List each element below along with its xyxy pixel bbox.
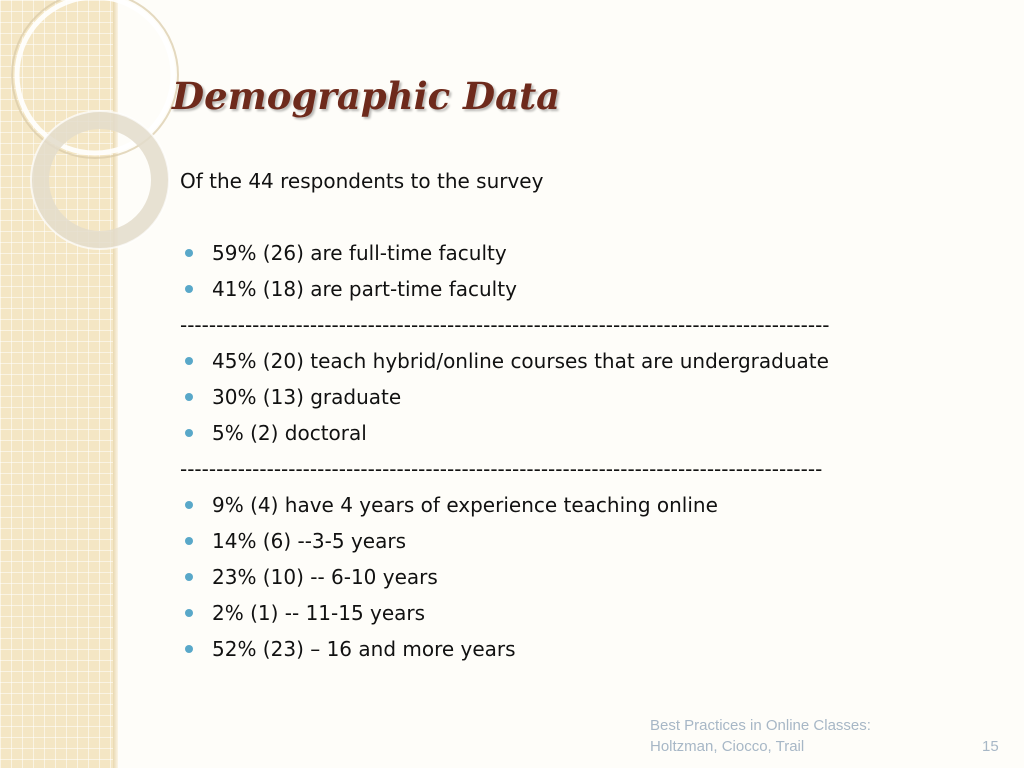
list-item: 59% (26) are full-time faculty: [180, 235, 980, 271]
slide-title: Demographic Data: [172, 74, 561, 118]
footer-text: Best Practices in Online Classes: Holtzm…: [650, 715, 871, 757]
list-item: 45% (20) teach hybrid/online courses tha…: [180, 343, 980, 379]
blank-line: [180, 199, 980, 235]
list-item-text: 59% (26) are full-time faculty: [212, 241, 507, 265]
intro-text: Of the 44 respondents to the survey: [180, 169, 544, 193]
bullet-dot-icon: [185, 537, 193, 545]
list-item-text: 2% (1) -- 11-15 years: [212, 601, 426, 625]
bullet-dot-icon: [185, 573, 193, 581]
bullet-dot-icon: [185, 357, 193, 365]
bullet-dot-icon: [185, 501, 193, 509]
list-item-text: 45% (20) teach hybrid/online courses tha…: [212, 349, 829, 373]
footer-line-2: Holtzman, Ciocco, Trail: [650, 738, 805, 755]
bullet-dot-icon: [185, 249, 193, 257]
list-item-text: 30% (13) graduate: [212, 385, 402, 409]
bullet-dot-icon: [185, 609, 193, 617]
upper-ring: [14, 0, 176, 156]
slide-body: Of the 44 respondents to the survey 59% …: [180, 163, 980, 667]
separator-line: ----------------------------------------…: [180, 457, 823, 481]
list-item: 52% (23) – 16 and more years: [180, 631, 980, 667]
footer-line-1: Best Practices in Online Classes:: [650, 717, 871, 734]
list-item-text: 5% (2) doctoral: [212, 421, 367, 445]
lower-ring: [31, 111, 169, 249]
bullet-dot-icon: [185, 285, 193, 293]
list-item-text: 9% (4) have 4 years of experience teachi…: [212, 493, 718, 517]
list-item: 9% (4) have 4 years of experience teachi…: [180, 487, 980, 523]
list-item: 2% (1) -- 11-15 years: [180, 595, 980, 631]
list-item: 23% (10) -- 6-10 years: [180, 559, 980, 595]
lower-ring-highlight: [30, 110, 170, 250]
list-item-text: 52% (23) – 16 and more years: [212, 637, 516, 661]
page-number: 15: [982, 738, 999, 755]
sidebar-edge: [113, 0, 118, 768]
list-item: 41% (18) are part-time faculty: [180, 271, 980, 307]
decorative-rings: [11, 0, 179, 250]
upper-ring-shadow: [11, 0, 179, 159]
list-item: 30% (13) graduate: [180, 379, 980, 415]
bullet-dot-icon: [185, 429, 193, 437]
bullet-dot-icon: [185, 645, 193, 653]
separator-line: ----------------------------------------…: [180, 313, 830, 337]
list-item: 14% (6) --3-5 years: [180, 523, 980, 559]
list-item-text: 41% (18) are part-time faculty: [212, 277, 517, 301]
list-item-text: 23% (10) -- 6-10 years: [212, 565, 438, 589]
list-item-text: 14% (6) --3-5 years: [212, 529, 406, 553]
list-item: 5% (2) doctoral: [180, 415, 980, 451]
bullet-dot-icon: [185, 393, 193, 401]
